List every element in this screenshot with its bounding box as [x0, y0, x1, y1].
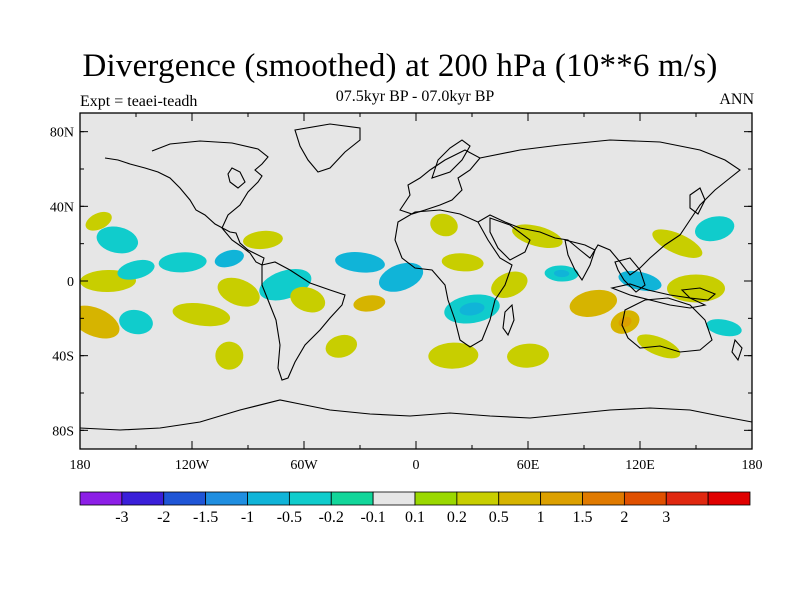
coast-australia — [621, 297, 713, 353]
coast-south-america — [261, 261, 346, 381]
anomaly-patch — [430, 213, 458, 237]
anomaly-patch — [441, 253, 484, 272]
colorbar-swatch — [330, 491, 374, 506]
anomaly-patch — [172, 302, 231, 327]
anomaly-patch — [119, 309, 153, 335]
colorbar-swatch — [288, 491, 332, 506]
anomaly-core — [553, 269, 570, 278]
lat-tick-label: 0 — [67, 275, 74, 290]
colorbar: -3 -2 -1.5 -1 -0.5 -0.2 -0.1 0.1 0.2 0.5 1 1.5 2 3 — [79, 491, 751, 526]
experiment-label: Expt = teaei-teadh — [80, 93, 198, 110]
anomaly-patch — [158, 252, 207, 273]
colorbar-swatch — [372, 491, 416, 506]
anomaly-patch — [652, 229, 703, 258]
lat-tick-label: 40S — [52, 350, 74, 365]
map-title: Divergence (smoothed) at 200 hPa (10**6 … — [82, 48, 718, 84]
coast-north-america — [104, 140, 269, 266]
lon-tick-label: 60E — [517, 458, 540, 473]
colorbar-swatch — [414, 491, 458, 506]
colorbar-label: -0.1 — [360, 509, 385, 526]
colorbar-label: -1 — [241, 509, 254, 526]
colorbar-swatch — [205, 491, 248, 506]
coast-indonesia — [610, 283, 707, 309]
anomaly-patch — [290, 286, 326, 313]
coast-india — [564, 239, 596, 282]
anomaly-patch — [96, 226, 139, 254]
coast-madagascar — [502, 303, 515, 337]
lat-tick-label: 80N — [50, 126, 74, 141]
coast-japan — [689, 187, 706, 215]
anomaly-patch — [512, 224, 563, 248]
coast-hudson-bay — [227, 167, 246, 189]
colorbar-swatch — [540, 491, 583, 506]
coast-asia — [477, 139, 741, 276]
coast-new-zealand — [731, 338, 743, 362]
anomaly-core — [222, 254, 236, 263]
colorbar-swatch — [582, 491, 625, 506]
lat-tick-label: 40N — [50, 200, 74, 215]
colorbar-swatch — [498, 491, 542, 506]
coast-new-guinea — [680, 287, 717, 301]
colorbar-label: 0.1 — [405, 509, 425, 526]
coast-africa — [394, 209, 513, 348]
coastlines — [80, 123, 752, 431]
anomaly-patch — [694, 216, 735, 242]
lon-tick-label: 180 — [742, 458, 763, 473]
lon-tick-label: 0 — [413, 458, 420, 473]
lat-tick-label: 80S — [52, 424, 74, 439]
anomaly-patch — [117, 259, 155, 280]
colorbar-label: -0.2 — [319, 509, 344, 526]
coast-antarctica — [80, 399, 752, 431]
anomaly-core — [391, 270, 411, 284]
anomaly-patch — [242, 230, 283, 250]
anomaly-patch — [706, 319, 742, 337]
anomaly-patch — [428, 342, 479, 369]
colorbar-swatch — [623, 491, 667, 506]
coast-europe — [399, 149, 481, 215]
lon-tick-label: 120E — [625, 458, 655, 473]
coast-arabia — [489, 217, 531, 261]
colorbar-swatch — [163, 491, 207, 506]
anomaly-patch — [217, 277, 260, 307]
longitude-axis: 180 120W 60W 0 60E 120E 180 — [70, 113, 763, 473]
divergence-field — [80, 211, 742, 370]
colorbar-label: 0.2 — [447, 509, 467, 526]
colorbar-label: 1 — [537, 509, 545, 526]
season-label: ANN — [719, 91, 754, 108]
colorbar-swatch — [707, 491, 751, 506]
colorbar-swatch — [247, 491, 290, 506]
anomaly-patch — [325, 334, 358, 358]
anomaly-core — [362, 299, 377, 308]
anomaly-patch — [507, 343, 549, 368]
anomaly-patch — [85, 211, 112, 231]
colorbar-swatch — [456, 491, 500, 506]
coast-scandinavia — [431, 139, 471, 179]
map-subtitle: 07.5kyr BP - 07.0kyr BP — [335, 88, 495, 105]
lon-tick-label: 60W — [290, 458, 318, 473]
colorbar-label: 0.5 — [489, 509, 509, 526]
latitude-axis: 80N 40N 0 40S 80S — [50, 126, 752, 439]
anomaly-core — [582, 297, 604, 310]
lon-tick-label: 120W — [175, 458, 210, 473]
coast-southeast-asia — [614, 257, 646, 293]
colorbar-label: -2 — [157, 509, 170, 526]
colorbar-label: -3 — [115, 509, 128, 526]
coast-greenland — [294, 123, 361, 173]
anomaly-core — [459, 302, 485, 316]
anomaly-core — [83, 314, 106, 330]
colorbar-label: -0.5 — [277, 509, 302, 526]
colorbar-label: 3 — [662, 509, 670, 526]
colorbar-label: 1.5 — [573, 509, 593, 526]
colorbar-swatch — [79, 491, 123, 506]
anomaly-core — [348, 257, 372, 267]
colorbar-swatch — [121, 491, 165, 506]
lon-tick-label: 180 — [70, 458, 91, 473]
anomaly-patch — [215, 341, 244, 370]
colorbar-swatch — [665, 491, 709, 506]
colorbar-label: -1.5 — [193, 509, 218, 526]
colorbar-label: 2 — [620, 509, 628, 526]
